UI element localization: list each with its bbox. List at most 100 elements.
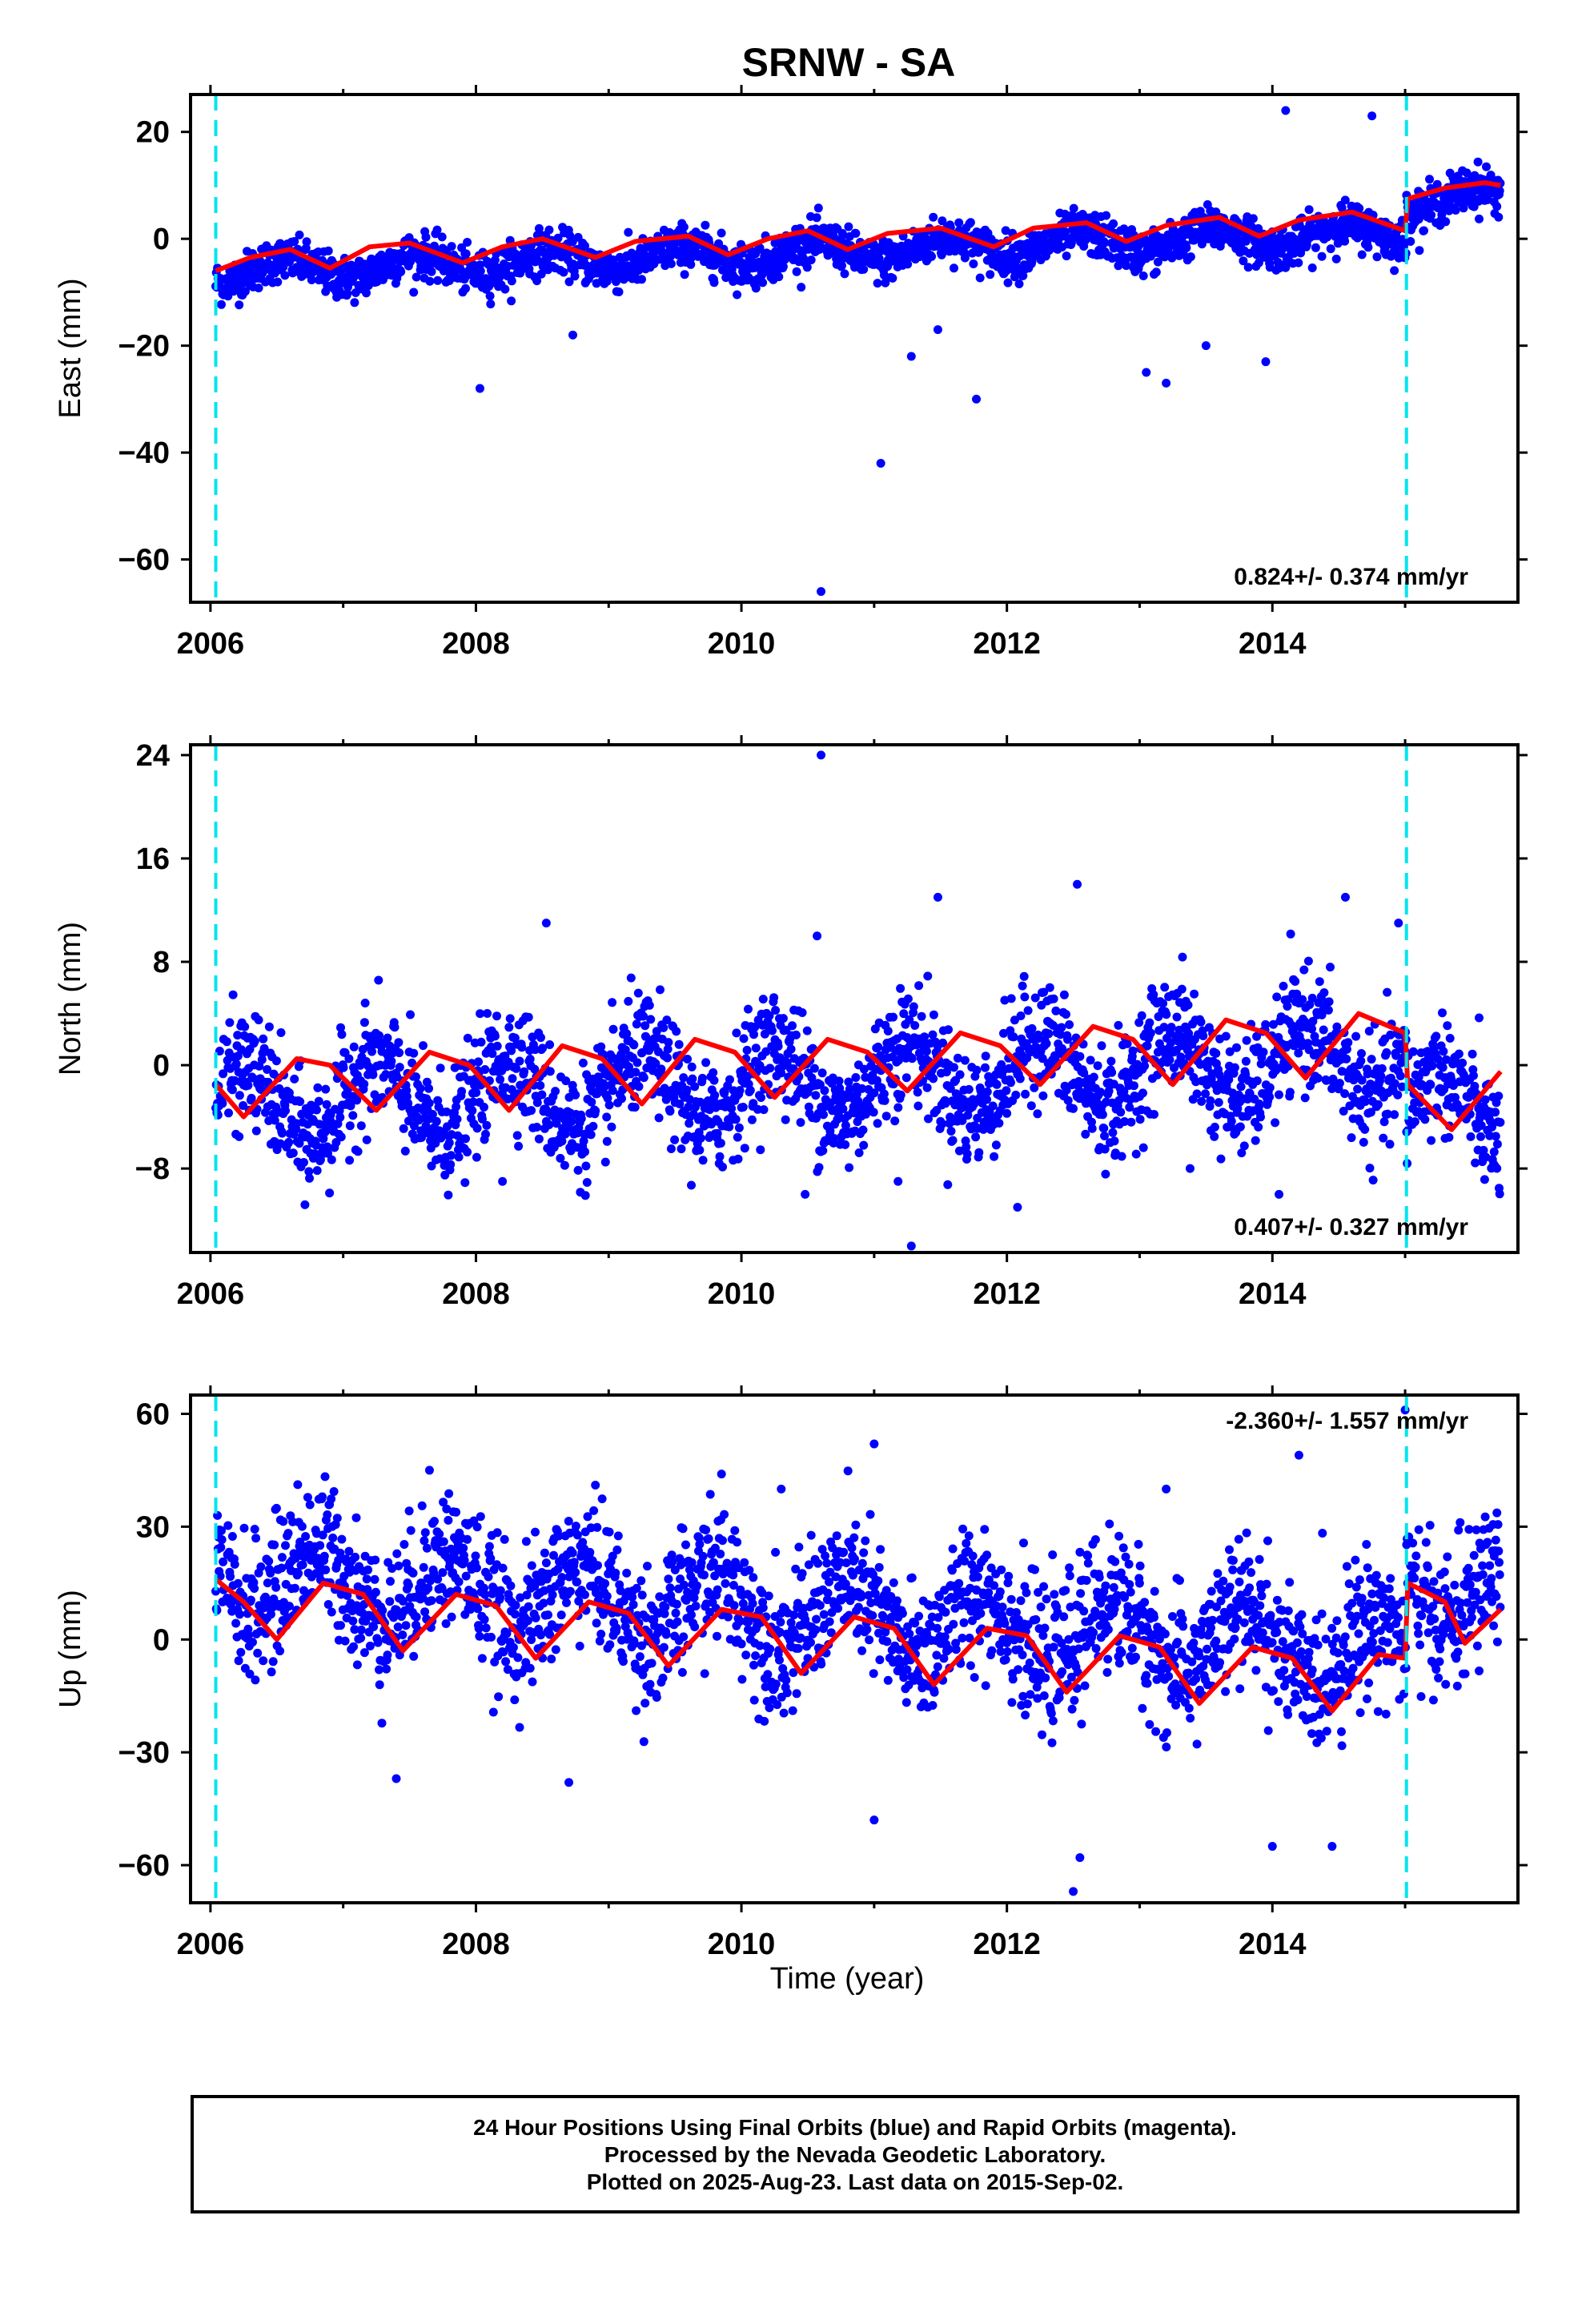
data-point [851, 228, 861, 238]
data-point [1495, 186, 1504, 195]
data-point [235, 1132, 244, 1141]
data-point [271, 1503, 281, 1513]
data-point [233, 1031, 243, 1040]
outlier-point [817, 750, 826, 760]
data-point [263, 1578, 272, 1588]
y-tick-label: 20 [136, 116, 170, 150]
data-point [553, 233, 563, 243]
data-point [1079, 1068, 1089, 1078]
data-point [376, 250, 386, 259]
data-point [344, 1054, 354, 1063]
data-point [928, 1030, 938, 1039]
data-point [913, 1088, 922, 1097]
data-point [215, 1047, 224, 1055]
data-point [1059, 990, 1069, 999]
data-point [1386, 1030, 1395, 1039]
data-point [394, 1038, 404, 1047]
data-point [349, 1042, 359, 1051]
data-point [294, 1569, 303, 1578]
data-point [360, 999, 370, 1007]
data-point [1172, 1012, 1182, 1022]
data-point [1367, 1055, 1376, 1064]
data-point [903, 994, 913, 1003]
data-point [1406, 237, 1415, 246]
data-point [1335, 1079, 1344, 1088]
data-point [697, 1073, 707, 1083]
data-point [1030, 1083, 1039, 1092]
data-point [664, 1038, 673, 1047]
data-point [662, 1015, 672, 1025]
data-point [230, 1559, 239, 1569]
data-point [301, 243, 311, 253]
outlier-point [1185, 1164, 1195, 1173]
data-point [1100, 238, 1109, 247]
data-point [698, 1156, 708, 1165]
data-point [544, 1120, 554, 1129]
data-point [1098, 1110, 1107, 1120]
data-point [751, 283, 761, 293]
y-axis-label: East (mm) [54, 278, 87, 418]
data-point [1020, 992, 1030, 1002]
data-point [409, 287, 419, 297]
data-point [946, 1084, 955, 1093]
data-point [813, 203, 823, 213]
data-point [507, 276, 516, 286]
outlier-point [1073, 879, 1082, 889]
data-point [1067, 211, 1077, 220]
data-point [970, 1100, 979, 1109]
data-point [1002, 1108, 1012, 1118]
data-point [817, 1068, 827, 1078]
data-point [883, 1027, 893, 1035]
data-point [1298, 995, 1307, 1004]
data-point [281, 1541, 290, 1550]
data-point [325, 1188, 335, 1198]
data-point [362, 1574, 371, 1584]
data-point [1286, 929, 1295, 939]
data-point [773, 1042, 783, 1051]
data-point [532, 276, 542, 286]
data-point [1420, 1115, 1430, 1124]
data-point [268, 1657, 278, 1667]
data-point [424, 1099, 434, 1108]
data-point [733, 290, 742, 300]
data-point [806, 255, 816, 265]
data-point [1062, 1085, 1071, 1095]
data-point [1061, 227, 1070, 237]
data-point [1480, 1175, 1489, 1184]
outlier-point [1201, 341, 1211, 351]
data-point [1002, 1086, 1011, 1096]
outlier-point [1142, 368, 1151, 377]
data-point [536, 269, 546, 279]
data-point [409, 1048, 419, 1058]
data-point [960, 253, 970, 263]
data-point [421, 232, 431, 242]
data-point [829, 1134, 839, 1143]
data-point [251, 1126, 261, 1136]
data-point [1317, 251, 1327, 261]
data-point [1030, 993, 1040, 1003]
data-point [1496, 1118, 1505, 1127]
data-point [362, 288, 371, 298]
data-point [954, 218, 964, 227]
data-point [1294, 258, 1303, 267]
data-point [765, 1063, 775, 1073]
data-point [1488, 1122, 1496, 1132]
data-point [634, 265, 644, 275]
data-point [472, 1152, 481, 1162]
data-point [683, 1055, 693, 1063]
data-point [755, 243, 765, 253]
data-point [1239, 1141, 1249, 1151]
data-point [759, 1105, 769, 1115]
data-point [1081, 1129, 1090, 1139]
data-point [356, 1121, 366, 1131]
data-point [684, 1102, 693, 1112]
data-point [288, 1148, 298, 1158]
data-point [953, 1053, 962, 1063]
data-point [696, 1133, 705, 1143]
data-point [1433, 1054, 1443, 1063]
data-point [1042, 1039, 1051, 1048]
data-point [359, 1080, 369, 1089]
data-point [677, 1144, 686, 1154]
data-point [481, 1129, 490, 1139]
